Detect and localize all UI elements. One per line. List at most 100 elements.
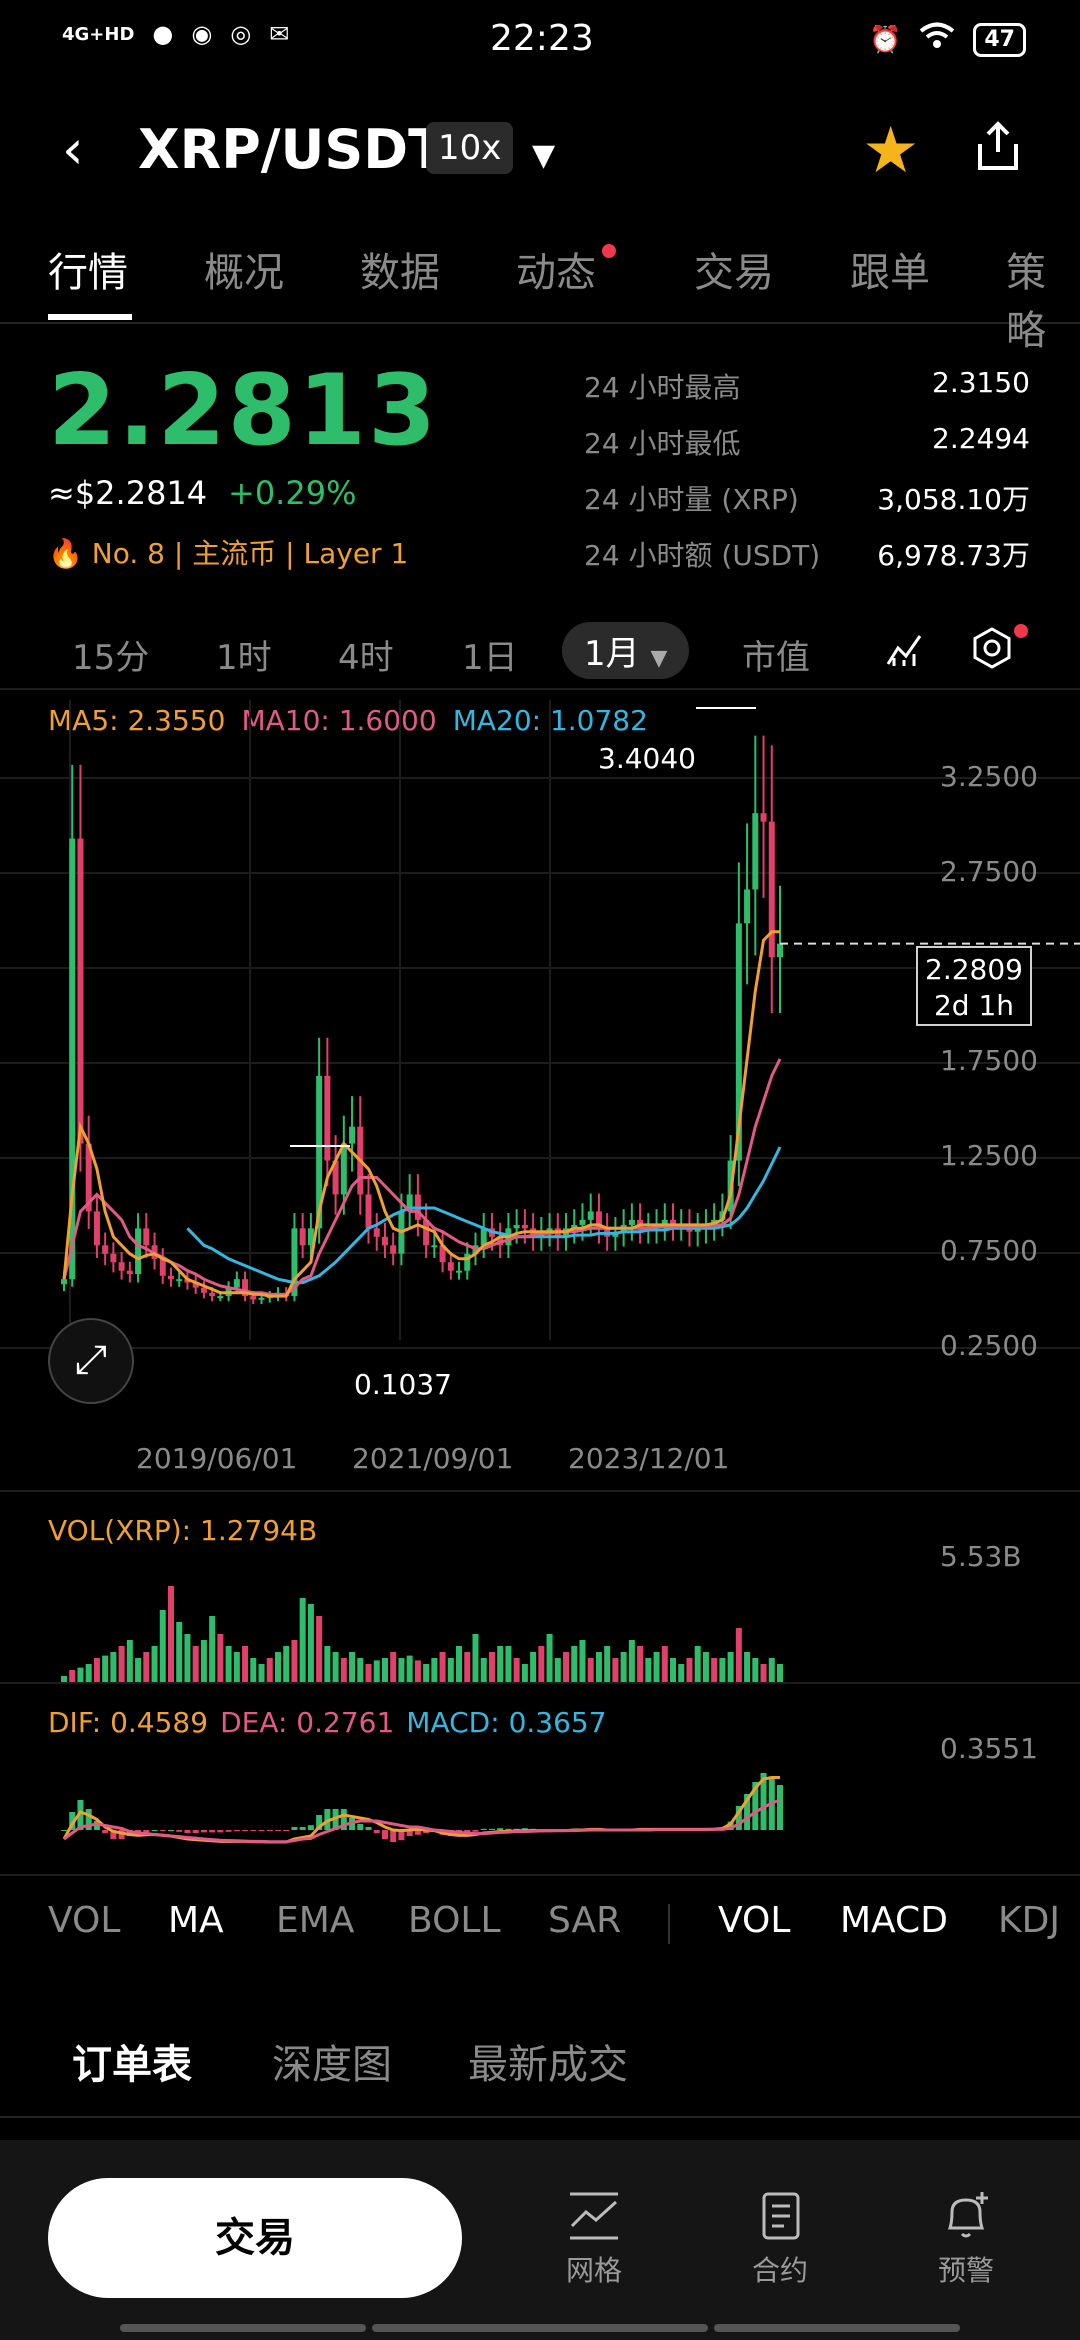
tab-copy[interactable]: 跟单 xyxy=(850,250,930,296)
status-right-icons: ⏰ 47 xyxy=(869,22,1026,57)
candle-body xyxy=(480,1228,487,1246)
volume-bar xyxy=(661,1646,668,1682)
x-tick: 2021/09/01 xyxy=(352,1442,514,1475)
ind-boll[interactable]: BOLL xyxy=(408,1900,501,1941)
ind-macd[interactable]: MACD xyxy=(840,1900,948,1941)
candle-body xyxy=(456,1270,463,1273)
price-chart[interactable] xyxy=(0,700,1080,1430)
macd-bar xyxy=(488,1828,495,1830)
chevron-down-icon[interactable]: ▼ xyxy=(532,138,556,173)
dif-line xyxy=(62,1776,780,1844)
volume-bar xyxy=(760,1664,767,1682)
rank-badge[interactable]: No. 8 xyxy=(91,537,165,570)
tab-depth[interactable]: 深度图 xyxy=(272,2042,392,2088)
candle-body xyxy=(521,1224,528,1229)
settings-icon[interactable] xyxy=(970,626,1014,674)
candle-body xyxy=(209,1292,216,1297)
order-tabs: 订单表 深度图 最新成交 xyxy=(0,2032,1080,2118)
share-icon[interactable] xyxy=(970,118,1026,178)
network-indicator: 4G+HD xyxy=(62,23,135,45)
nav-grid[interactable]: 网格 xyxy=(534,2190,654,2289)
fullscreen-icon[interactable]: ⤢ xyxy=(48,1318,134,1404)
candle-body xyxy=(291,1228,298,1297)
y-tick: 2.7500 xyxy=(940,855,1038,888)
macd-bar xyxy=(357,1824,364,1830)
macd-bar xyxy=(225,1830,232,1832)
price-change: +0.29% xyxy=(228,474,357,512)
volume-bar xyxy=(612,1658,619,1682)
volume-bar xyxy=(678,1664,685,1682)
tab-strategy[interactable]: 策略 xyxy=(1006,250,1046,354)
tab-news[interactable]: 动态 xyxy=(516,250,596,296)
tab-trades[interactable]: 最新成交 xyxy=(468,2042,628,2088)
volume-bar xyxy=(349,1652,356,1682)
nav-contract[interactable]: 合约 xyxy=(720,2190,840,2289)
interval-15m[interactable]: 15分 xyxy=(72,638,150,678)
interval-mcap[interactable]: 市值 xyxy=(742,638,810,678)
main-tabs: 行情 概况 数据 动态 交易 跟单 策略 xyxy=(0,240,1080,354)
ind-vol-sub[interactable]: VOL xyxy=(718,1900,791,1941)
mail-icon: ✉ xyxy=(269,20,290,48)
link-icon: ◎ xyxy=(230,20,252,48)
candle-body xyxy=(349,1126,356,1144)
macd-bar xyxy=(480,1828,487,1830)
volume-bar xyxy=(777,1664,783,1682)
volume-bar xyxy=(167,1586,174,1682)
bottom-bar: 交易 网格 合约 预警 xyxy=(0,2140,1080,2340)
macd-bar xyxy=(85,1809,92,1830)
alarm-icon: ⏰ xyxy=(869,24,902,55)
volume-bar xyxy=(637,1646,644,1682)
candle-body xyxy=(579,1219,586,1225)
candle-body xyxy=(93,1211,100,1246)
macd-bar xyxy=(192,1830,199,1833)
candle-body xyxy=(102,1245,109,1254)
pair-title[interactable]: XRP/USDT xyxy=(138,118,445,181)
rank-tags: 🔥 No. 8 | 主流币 | Layer 1 xyxy=(48,532,408,572)
macd-axis-top: 0.3551 xyxy=(940,1732,1038,1765)
candle-body xyxy=(365,1194,372,1229)
tab-trade[interactable]: 交易 xyxy=(694,250,774,296)
candle-body xyxy=(760,813,767,822)
chart-type-icon[interactable] xyxy=(884,628,926,674)
ind-vol-main[interactable]: VOL xyxy=(48,1900,121,1941)
interval-1d[interactable]: 1日 xyxy=(462,638,518,678)
layer-tag[interactable]: Layer 1 xyxy=(303,537,409,570)
trade-button[interactable]: 交易 xyxy=(48,2178,462,2298)
candle-body xyxy=(110,1253,117,1263)
ind-ema[interactable]: EMA xyxy=(276,1900,355,1941)
interval-4h[interactable]: 4时 xyxy=(338,638,394,678)
candle-body xyxy=(694,1228,701,1232)
volume-bar xyxy=(324,1646,331,1682)
tab-market[interactable]: 行情 xyxy=(48,250,128,296)
grid-icon xyxy=(570,2192,618,2240)
macd-bar xyxy=(233,1830,240,1832)
ind-kdj[interactable]: KDJ xyxy=(998,1900,1060,1941)
volume-bar xyxy=(151,1646,158,1682)
category-tag[interactable]: 主流币 xyxy=(192,537,277,570)
macd-bar xyxy=(110,1830,117,1839)
star-icon[interactable]: ★ xyxy=(862,114,920,188)
leverage-badge[interactable]: 10x xyxy=(426,122,514,174)
tab-data[interactable]: 数据 xyxy=(360,250,440,296)
back-icon[interactable]: ‹ xyxy=(62,118,84,181)
interval-1h[interactable]: 1时 xyxy=(216,638,272,678)
usd-price: ≈$2.2814 xyxy=(48,474,208,512)
contract-icon xyxy=(762,2192,800,2240)
volume-bar xyxy=(143,1652,150,1682)
interval-1mo[interactable]: 1月 ▼ xyxy=(562,622,690,679)
active-tab-indicator xyxy=(48,314,132,320)
ind-sar[interactable]: SAR xyxy=(548,1900,622,1941)
volume-bar xyxy=(357,1658,364,1682)
candle-body xyxy=(299,1228,306,1246)
tab-overview[interactable]: 概况 xyxy=(204,250,284,296)
ind-ma[interactable]: MA xyxy=(168,1900,224,1941)
tab-orderbook[interactable]: 订单表 xyxy=(72,2042,192,2088)
nav-alert[interactable]: 预警 xyxy=(906,2190,1026,2289)
macd-bar xyxy=(200,1830,207,1833)
macd-bar xyxy=(209,1830,216,1833)
divider xyxy=(0,1682,1080,1684)
macd-bar xyxy=(167,1830,174,1831)
volume-bar xyxy=(200,1640,207,1682)
volume-bar xyxy=(283,1646,290,1682)
volume-bar xyxy=(521,1664,528,1682)
